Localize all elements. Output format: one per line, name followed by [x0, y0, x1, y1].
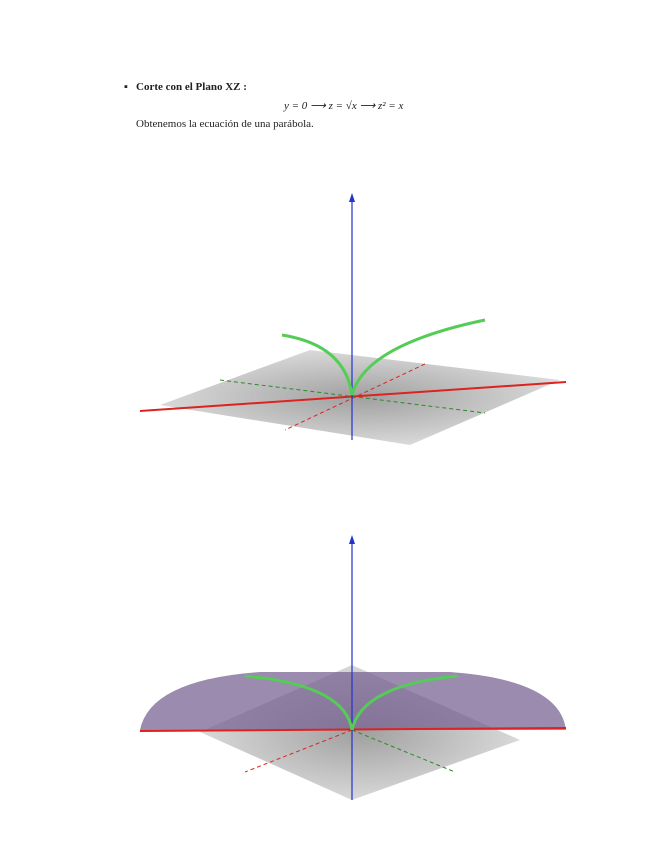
- paragraph: Obtenemos la ecuación de una parábola.: [136, 118, 314, 130]
- figure-1: [139, 193, 567, 445]
- equation: y = 0 ⟶ z = √x ⟶ z² = x: [284, 100, 404, 112]
- section-title: Corte con el Plano XZ :: [136, 81, 247, 93]
- figure-2: [139, 535, 567, 800]
- bullet: ▪: [124, 81, 128, 93]
